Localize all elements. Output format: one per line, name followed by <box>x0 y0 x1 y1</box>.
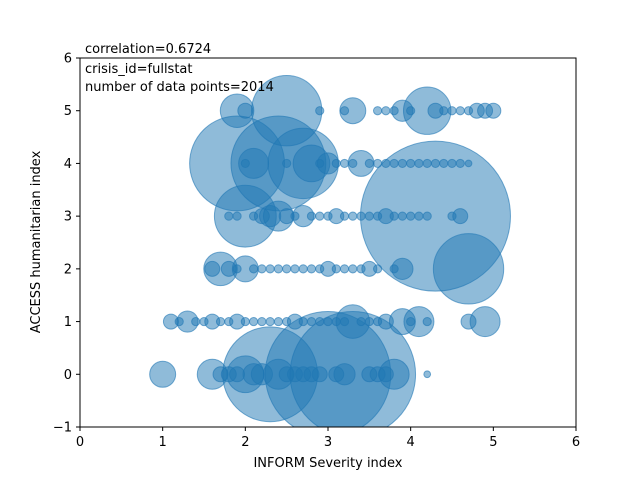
data-point <box>455 158 465 169</box>
data-point <box>406 158 416 169</box>
data-point <box>452 208 469 225</box>
data-point <box>359 140 511 292</box>
data-point <box>423 370 432 379</box>
data-point <box>298 264 308 274</box>
x-tick-label: 3 <box>324 435 332 450</box>
data-point <box>298 316 308 327</box>
data-point <box>248 264 259 274</box>
data-point <box>447 106 457 116</box>
data-point <box>372 106 383 116</box>
data-point <box>237 102 254 119</box>
y-axis-ticks: −1 0 1 2 3 4 5 6 <box>53 52 80 436</box>
data-point <box>389 158 399 169</box>
data-point <box>364 158 374 169</box>
data-point <box>485 102 502 119</box>
data-point <box>282 264 292 274</box>
data-point <box>323 316 333 327</box>
x-axis-ticks: 0 1 2 3 4 5 6 <box>76 427 580 450</box>
data-point <box>315 211 325 221</box>
x-tick-label: 1 <box>159 435 167 450</box>
data-point <box>315 316 325 327</box>
data-point <box>422 316 432 327</box>
y-tick-label: 2 <box>64 262 72 277</box>
data-point <box>348 211 358 221</box>
data-point <box>257 316 267 327</box>
data-point <box>455 106 465 116</box>
data-point <box>464 159 473 168</box>
y-tick-label: 3 <box>64 210 72 225</box>
annotation-crisis-id: crisis_id=fullstat <box>85 62 193 77</box>
data-point <box>149 360 177 388</box>
data-point <box>348 264 358 274</box>
data-point <box>397 158 408 169</box>
data-point <box>439 106 449 116</box>
data-point <box>339 158 350 169</box>
data-point <box>364 316 374 327</box>
data-point <box>403 306 435 338</box>
y-tick-label: 4 <box>64 157 72 172</box>
data-point <box>381 158 391 169</box>
data-point <box>265 316 275 327</box>
data-point <box>215 316 226 327</box>
y-axis-label: ACCESS humanitarian index <box>29 150 44 333</box>
data-point <box>306 264 317 274</box>
data-point <box>439 158 449 169</box>
data-point <box>430 158 441 169</box>
y-tick-label: 1 <box>64 315 72 330</box>
y-tick-label: 0 <box>64 368 72 383</box>
data-point <box>414 158 424 169</box>
data-point <box>257 264 267 274</box>
data-point <box>306 211 317 221</box>
data-point <box>248 316 259 327</box>
x-tick-label: 0 <box>76 435 84 450</box>
data-point <box>372 158 383 169</box>
data-point <box>331 264 341 274</box>
x-tick-label: 4 <box>407 435 415 450</box>
data-point <box>273 264 284 274</box>
data-point <box>191 316 201 327</box>
data-point <box>306 316 317 327</box>
data-points <box>149 75 511 427</box>
data-point <box>339 211 350 221</box>
data-point <box>273 316 284 327</box>
data-point <box>339 97 367 125</box>
x-tick-label: 5 <box>489 435 497 450</box>
data-point <box>469 306 501 338</box>
data-point <box>381 106 391 116</box>
data-point <box>290 264 300 274</box>
x-tick-label: 2 <box>241 435 249 450</box>
data-point <box>447 158 457 169</box>
data-point <box>331 158 341 169</box>
y-tick-label: 6 <box>64 52 72 67</box>
x-axis-label: INFORM Severity index <box>253 456 402 471</box>
data-point <box>378 358 410 390</box>
data-point <box>240 316 250 327</box>
data-point <box>422 158 432 169</box>
data-point <box>339 264 350 274</box>
annotation-correlation: correlation=0.6724 <box>85 42 211 57</box>
y-tick-label: −1 <box>53 421 72 436</box>
annotation-data-points: number of data points=2014 <box>85 80 274 95</box>
y-tick-label: 5 <box>64 104 72 119</box>
x-tick-label: 6 <box>572 435 580 450</box>
data-point <box>315 106 325 116</box>
data-point <box>356 316 366 327</box>
data-point <box>265 264 275 274</box>
